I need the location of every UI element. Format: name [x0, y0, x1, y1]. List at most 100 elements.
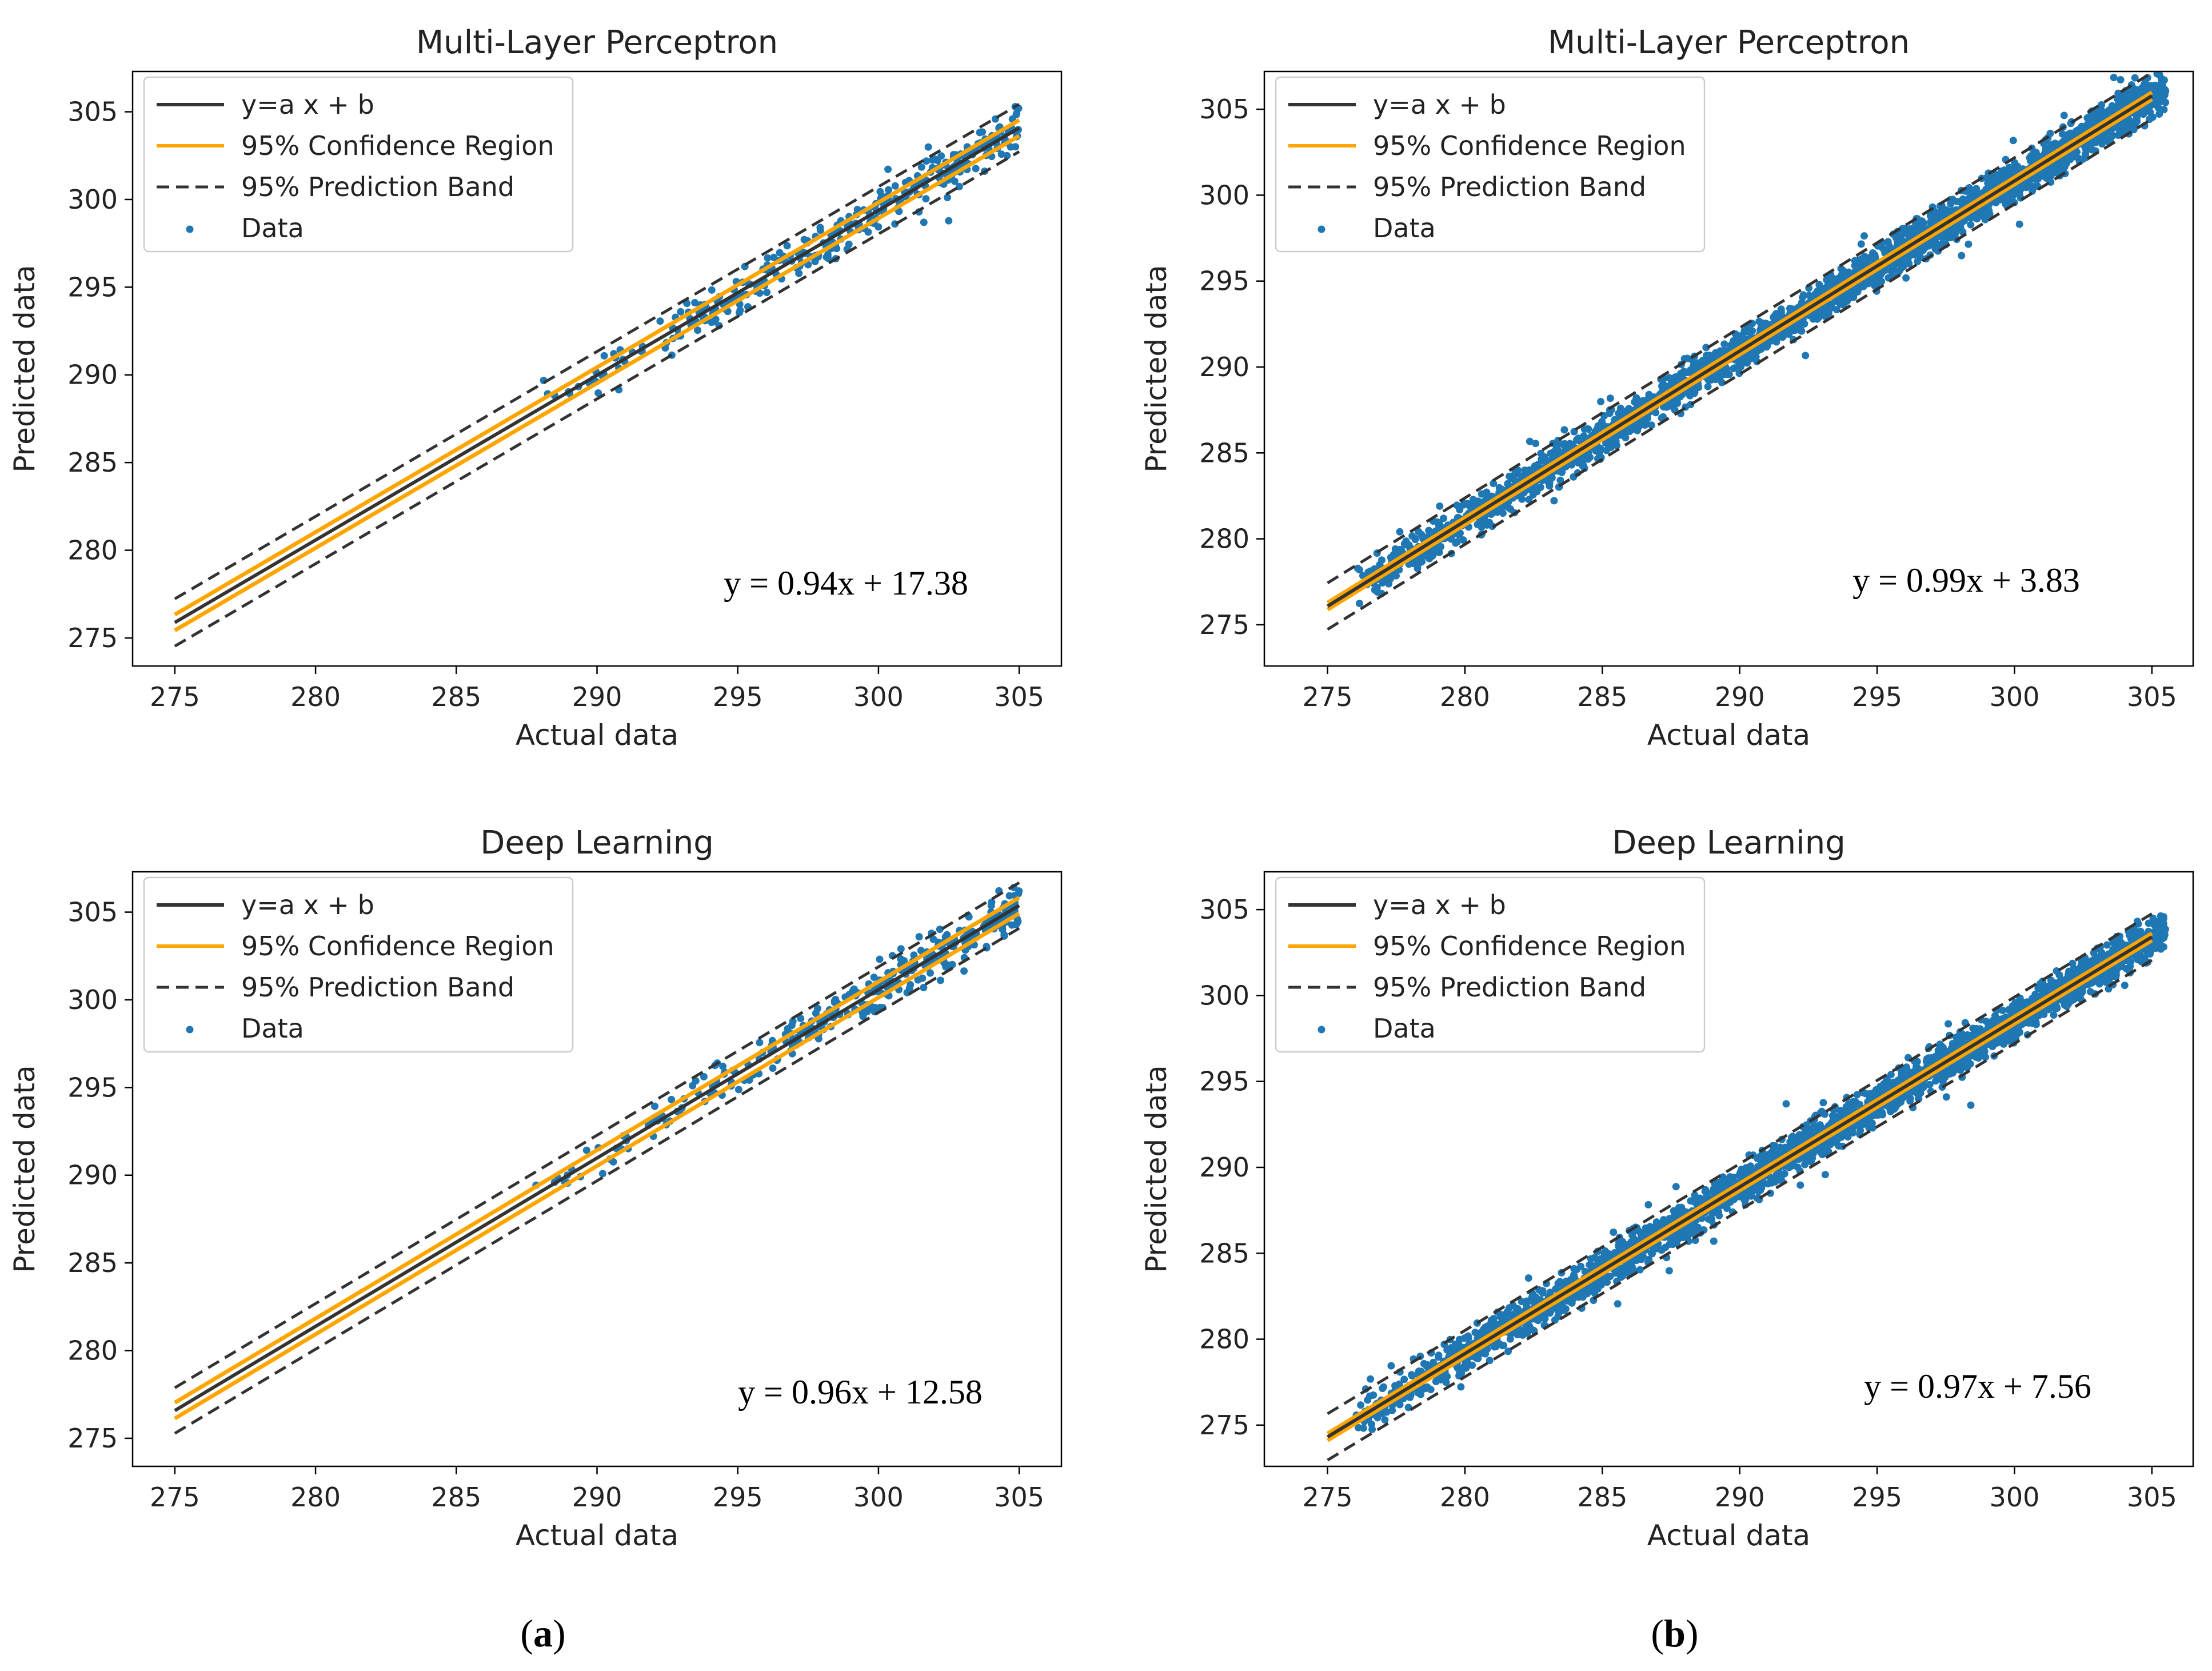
data-point: [915, 933, 923, 941]
data-point: [927, 969, 934, 977]
data-point: [694, 326, 702, 334]
y-tick-label: 275: [1199, 609, 1249, 640]
fit-line: [1326, 94, 2153, 608]
data-point: [955, 182, 963, 190]
data-point: [1373, 588, 1381, 596]
data-point: [824, 254, 832, 262]
data-point: [1436, 502, 1444, 510]
data-point: [1512, 468, 1520, 475]
x-tick-label: 295: [1852, 681, 1902, 712]
data-point: [2066, 129, 2074, 137]
x-tick-label: 300: [1990, 681, 2040, 712]
data-point: [2160, 98, 2168, 106]
data-point: [812, 1010, 820, 1017]
x-tick-label: 300: [853, 681, 904, 712]
data-point: [692, 1077, 700, 1085]
data-point: [2103, 941, 2111, 949]
data-point: [2030, 153, 2038, 161]
y-tick-label: 285: [67, 1247, 118, 1278]
fit-line: [174, 126, 1020, 624]
data-point: [864, 228, 872, 236]
legend-label: Data: [241, 213, 304, 244]
data-point: [1833, 306, 1840, 314]
x-tick-label: 295: [713, 681, 763, 712]
data-point: [2159, 78, 2167, 86]
data-point: [1683, 369, 1691, 376]
legend-label: 95% Prediction Band: [241, 972, 514, 1003]
data-point: [2157, 105, 2165, 113]
data-point: [2060, 111, 2068, 119]
data-point: [922, 195, 930, 203]
data-point: [2041, 148, 2049, 156]
data-point: [1973, 185, 1981, 193]
data-point: [582, 1146, 590, 1154]
data-point: [1428, 552, 1436, 560]
plot-area: [174, 103, 1023, 648]
x-tick-label: 275: [150, 1482, 200, 1513]
data-point: [849, 987, 857, 995]
data-point: [1540, 455, 1548, 463]
y-tick-label: 295: [67, 1072, 118, 1103]
data-point: [2069, 959, 2077, 967]
data-point: [914, 976, 922, 984]
data-point: [2131, 74, 2139, 82]
data-point: [2009, 137, 2017, 145]
data-point: [1506, 472, 1514, 480]
data-point: [972, 165, 980, 173]
data-point: [1670, 377, 1678, 385]
data-point: [2105, 106, 2113, 114]
data-point: [1841, 268, 1849, 276]
legend-entry: Data: [186, 1013, 304, 1044]
data-point: [2135, 90, 2143, 98]
legend-label: 95% Confidence Region: [241, 931, 554, 962]
data-point: [945, 217, 953, 225]
data-point: [1914, 215, 1922, 223]
data-point: [1490, 480, 1498, 488]
prediction-band-lower: [174, 150, 1020, 648]
data-point: [1481, 490, 1489, 498]
data-point: [876, 188, 884, 196]
confidence-region-upper: [174, 118, 1020, 617]
legend-label: 95% Prediction Band: [241, 172, 514, 202]
y-tick-label: 285: [67, 447, 118, 478]
data-point: [1857, 240, 1865, 248]
data-point: [1821, 1171, 1829, 1179]
data-point: [2106, 135, 2114, 143]
data-point: [1648, 421, 1655, 429]
data-point: [1434, 518, 1442, 526]
y-tick-label: 275: [67, 623, 118, 653]
prediction-band-lower: [1327, 118, 2153, 631]
data-point: [1760, 322, 1768, 330]
data-point: [2051, 141, 2059, 149]
data-point: [2015, 189, 2023, 197]
data-point: [1772, 310, 1780, 318]
data-point: [1985, 207, 1993, 215]
x-tick-label: 305: [994, 681, 1044, 712]
data-point: [1868, 278, 1876, 286]
y-tick-label: 285: [1199, 437, 1249, 468]
data-point: [1827, 304, 1835, 312]
data-point: [1853, 1091, 1861, 1099]
data-point: [1544, 478, 1552, 486]
data-point: [2095, 107, 2103, 115]
data-point: [1914, 257, 1922, 265]
prediction-band-upper: [1327, 71, 2153, 584]
data-point: [2015, 220, 2023, 228]
x-tick-label: 305: [2127, 681, 2177, 712]
data-point: [1573, 436, 1581, 444]
data-point: [763, 289, 771, 296]
data-point: [1945, 1020, 1953, 1028]
legend-label: Data: [1373, 213, 1436, 244]
x-axis-label: Actual data: [516, 1519, 678, 1552]
data-point: [1454, 538, 1461, 546]
prediction-band-upper: [174, 881, 1020, 1389]
data-point: [1579, 461, 1587, 469]
data-point: [598, 1170, 606, 1178]
data-point: [2130, 126, 2138, 134]
legend-entry: Data: [1317, 213, 1436, 244]
x-axis-label: Actual data: [516, 719, 678, 752]
data-point: [1944, 234, 1952, 242]
legend-entry: 95% Prediction Band: [1288, 172, 1646, 202]
